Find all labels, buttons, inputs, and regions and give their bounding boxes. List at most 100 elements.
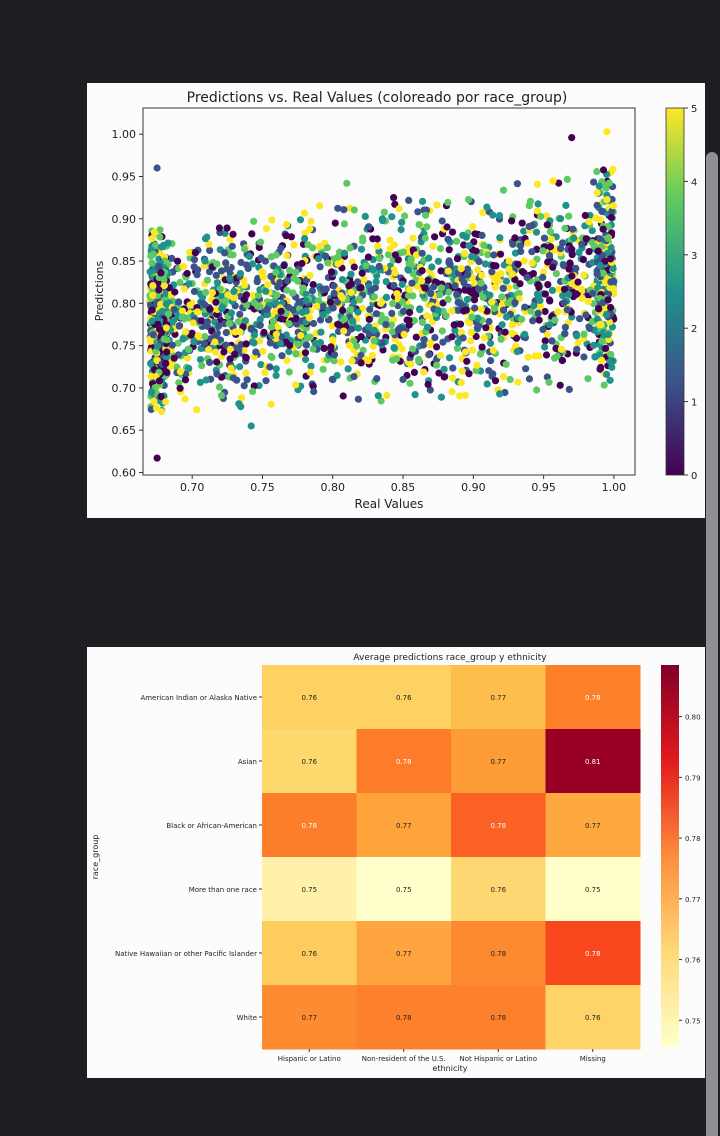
scatter-point	[609, 264, 617, 273]
scatter-point	[525, 202, 533, 210]
scatter-point	[473, 324, 481, 332]
scatter-point	[438, 217, 446, 225]
scatter-point	[156, 226, 164, 234]
scatter-point	[522, 365, 530, 373]
scatter-point	[444, 267, 452, 275]
scatter-point	[357, 333, 365, 341]
scatter-point	[569, 225, 577, 233]
scatter-point	[393, 355, 401, 363]
scatter-point	[495, 212, 504, 220]
scatter-point	[502, 360, 510, 368]
scatter-point	[267, 400, 275, 408]
scatter-point	[416, 306, 424, 314]
scatter-point	[477, 279, 485, 287]
heatmap-colorbar	[661, 665, 679, 1047]
scatter-point	[190, 287, 198, 296]
scatter-point	[411, 391, 419, 399]
scatter-point	[340, 327, 348, 335]
scatter-point	[242, 340, 250, 348]
heatmap-y-tick-label: Native Hawaiian or other Pacific Islande…	[115, 950, 257, 958]
heatmap-cell	[356, 665, 452, 730]
scatter-point	[163, 348, 171, 356]
scatter-point	[598, 356, 606, 364]
scatter-point	[560, 262, 568, 270]
scatter-point	[223, 265, 231, 273]
scatter-point	[149, 282, 157, 290]
scatter-point	[168, 341, 176, 349]
scatter-point	[405, 285, 414, 294]
scrollbar-thumb[interactable]	[706, 152, 718, 1136]
scatter-point	[216, 285, 224, 293]
scatter-point	[374, 392, 382, 400]
scatter-point	[155, 262, 163, 271]
scatter-point	[443, 223, 451, 231]
scatter-point	[588, 227, 596, 235]
scatter-point	[399, 375, 407, 384]
scatter-point	[424, 276, 432, 284]
scatter-point	[316, 263, 324, 271]
scatter-point	[578, 294, 586, 302]
scatter-point	[250, 339, 258, 347]
scatter-point	[148, 388, 156, 396]
scatter-point	[580, 271, 588, 279]
scatter-point	[565, 265, 573, 273]
scatter-point	[425, 351, 433, 359]
scatter-point	[473, 361, 481, 369]
scatter-point	[556, 215, 565, 223]
scatter-point	[477, 305, 485, 313]
scatter-point	[451, 326, 459, 334]
scatter-point	[552, 344, 560, 353]
scatter-point	[505, 284, 513, 292]
scatter-point	[590, 178, 598, 186]
scatter-point	[574, 339, 582, 347]
scatter-point	[404, 266, 412, 274]
scatter-point	[330, 289, 338, 297]
scatter-point	[147, 372, 155, 380]
scatter-point	[297, 332, 305, 340]
scatter-point	[175, 322, 183, 330]
scatter-point	[535, 352, 543, 360]
scatter-point	[290, 241, 298, 249]
scatter-point	[226, 274, 234, 282]
scatter-point	[298, 259, 306, 268]
scatter-point	[603, 370, 611, 378]
heatmap-colorbar-tick-label: 0.77	[685, 896, 701, 904]
scatter-point	[357, 245, 366, 253]
scatter-point	[475, 257, 483, 266]
scatter-point	[236, 363, 244, 371]
scatter-point	[484, 251, 492, 259]
scatter-point	[468, 346, 476, 354]
scatter-point	[239, 323, 247, 331]
scatter-point	[359, 234, 367, 242]
scatter-point	[491, 283, 499, 291]
scatter-point	[221, 249, 229, 257]
scatter-point	[319, 302, 327, 311]
scatter-point	[319, 310, 327, 318]
scatter-point	[394, 326, 402, 334]
scatter-point	[215, 224, 223, 232]
scatter-point	[481, 260, 489, 268]
scatter-point	[464, 271, 472, 279]
scatter-point	[338, 294, 346, 302]
scatter-point	[549, 263, 557, 271]
scatter-point	[249, 387, 257, 395]
scatter-point	[225, 319, 233, 328]
heatmap-cell-value: 0.75	[396, 886, 412, 894]
scatter-point	[541, 290, 549, 298]
heatmap-colorbar-ticks: 0.80 0.79 0.78 0.77 0.76 0.75	[679, 714, 701, 1025]
scatter-point	[267, 352, 275, 360]
scatter-point	[348, 317, 357, 325]
heatmap-y-tick-label: White	[237, 1014, 257, 1022]
scatter-point	[496, 250, 505, 258]
scatter-point	[292, 314, 300, 323]
scatter-point	[418, 267, 426, 275]
scatter-point	[431, 233, 439, 241]
scatter-point	[591, 353, 599, 361]
scatter-point	[323, 244, 331, 252]
scatter-point	[260, 328, 268, 336]
scatter-point	[437, 393, 445, 401]
scatter-point	[243, 376, 251, 384]
scatter-point	[386, 236, 394, 244]
scatter-point	[245, 252, 254, 260]
heatmap-x-tick-label: Hispanic or Latino	[278, 1055, 341, 1063]
